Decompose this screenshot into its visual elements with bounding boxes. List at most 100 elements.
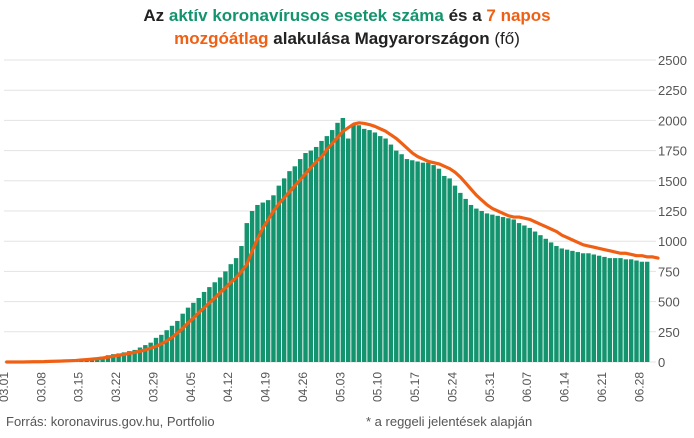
y-tick-label: 750	[658, 264, 680, 279]
bar	[527, 227, 532, 362]
y-tick-label: 2000	[658, 113, 687, 128]
bar	[308, 150, 314, 362]
y-tick-label: 2250	[658, 83, 687, 98]
bar	[548, 242, 554, 362]
bar	[399, 154, 404, 362]
bar	[596, 255, 602, 362]
title-highlight-orange: mozgóátlag	[174, 29, 269, 48]
bar	[404, 159, 410, 362]
y-tick-label: 0	[658, 355, 665, 370]
x-tick-label: 03.01	[0, 372, 11, 402]
bar	[185, 307, 191, 362]
bar	[127, 351, 132, 362]
bar	[511, 219, 516, 362]
bar	[415, 161, 420, 362]
bar	[612, 258, 618, 362]
bar	[586, 253, 591, 362]
bar	[436, 168, 442, 362]
x-tick-label: 04.26	[296, 372, 310, 402]
bar	[484, 213, 490, 362]
x-axis: 03.01 03.08 03.15 03.22 03.29 04.05 04.12 04.19…	[0, 372, 646, 402]
bar	[340, 117, 346, 362]
bar	[623, 259, 629, 362]
chart-title-line-2: mozgóátlag alakulása Magyarországon (fő)	[0, 27, 694, 50]
x-tick-label: 04.12	[221, 372, 235, 402]
bar	[196, 297, 201, 362]
bar	[463, 198, 468, 362]
bar	[431, 165, 436, 362]
bar	[132, 349, 137, 362]
title-highlight-orange: 7 napos	[486, 6, 551, 25]
bar	[516, 223, 522, 362]
x-tick-label: 06.07	[520, 372, 534, 402]
bar	[191, 302, 196, 362]
bar	[265, 200, 271, 362]
bar	[644, 261, 650, 362]
bar	[281, 178, 287, 362]
bar	[362, 128, 367, 362]
x-tick-label: 04.05	[184, 372, 198, 402]
x-tick-label: 04.19	[259, 372, 273, 402]
bar	[351, 124, 356, 362]
source-note: Forrás: koronavirus.gov.hu, Portfolio	[6, 414, 215, 429]
y-tick-label: 250	[658, 325, 680, 340]
footnote: * a reggeli jelentések alapján	[366, 414, 533, 429]
bar	[319, 140, 324, 362]
title-part: alakulása Magyarországon	[268, 29, 495, 48]
chart: 03.01 03.08 03.15 03.22 03.29 04.05 04.12 04.19…	[0, 53, 687, 402]
bar	[148, 342, 153, 362]
bar	[447, 178, 452, 362]
bar	[153, 337, 159, 362]
bar	[335, 122, 340, 362]
y-axis: 0 250 500 750 1000 1250 1500 1750 2000 2250 2500	[658, 53, 687, 370]
bar	[575, 252, 580, 362]
bar	[394, 150, 399, 362]
bar	[201, 291, 207, 362]
bar	[500, 217, 506, 362]
bar	[287, 171, 292, 362]
y-tick-label: 2500	[658, 53, 687, 68]
bar	[388, 144, 394, 362]
bar	[452, 185, 458, 362]
bar	[228, 264, 233, 362]
bar	[522, 225, 527, 362]
bar	[628, 259, 634, 362]
title-part: Az	[143, 6, 169, 25]
x-tick-label: 03.29	[146, 372, 160, 402]
bar	[543, 238, 548, 362]
bar	[271, 195, 276, 362]
moving-average-line	[5, 121, 660, 364]
x-tick-label: 05.24	[445, 372, 459, 402]
bar	[249, 211, 255, 362]
bar	[292, 166, 298, 362]
title-unit: (fő)	[494, 29, 520, 48]
bar	[255, 204, 260, 362]
bar	[367, 130, 372, 362]
bar	[634, 260, 639, 362]
bar	[410, 160, 415, 362]
bar	[559, 248, 564, 362]
x-tick-label: 05.31	[483, 372, 497, 402]
bar	[169, 325, 175, 362]
bar	[458, 192, 463, 362]
title-highlight-green: aktív koronavírusos esetek száma	[168, 6, 444, 25]
bar	[506, 218, 511, 362]
bar-series	[25, 117, 650, 363]
bar	[116, 353, 121, 362]
bar	[372, 132, 378, 362]
moving-average-series	[5, 121, 660, 364]
bar	[143, 345, 148, 362]
chart-title-line-1: Az aktív koronavírusos esetek száma és a…	[0, 4, 694, 27]
bar	[212, 282, 217, 362]
bar	[356, 125, 362, 363]
x-tick-label: 03.08	[34, 372, 48, 402]
bar	[580, 253, 586, 362]
x-tick-label: 06.21	[595, 372, 609, 402]
x-tick-label: 05.03	[333, 372, 347, 402]
bar	[538, 235, 543, 362]
bar	[479, 211, 484, 362]
bar	[474, 208, 479, 362]
bar	[490, 214, 495, 362]
bar	[468, 204, 474, 362]
y-tick-label: 1250	[658, 204, 687, 219]
